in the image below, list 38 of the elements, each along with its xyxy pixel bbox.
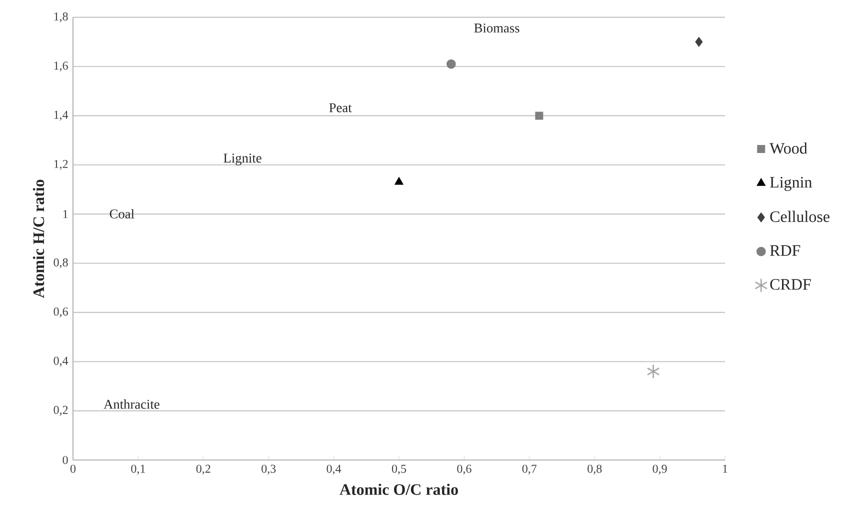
x-tick-label: 0,2 [196, 464, 210, 475]
legend-label: Wood [770, 142, 808, 154]
legend-label: Cellulose [770, 210, 830, 222]
point [646, 364, 660, 379]
annotation: Coal [110, 209, 134, 218]
legend-label: Lignin [770, 176, 812, 191]
y-tick-label: 0,6 [54, 308, 68, 318]
y-tick-label: 1,4 [54, 110, 68, 121]
x-tick-label: 0,1 [131, 464, 145, 475]
x-tick-label: 0,7 [522, 464, 537, 475]
x-tick-label: 0,8 [588, 464, 602, 475]
point [535, 112, 544, 120]
annotation: Biomass [474, 24, 520, 33]
y-tick-label: 0,8 [54, 258, 68, 268]
x-tick-label: 0,4 [326, 464, 342, 475]
point [394, 177, 404, 185]
point [695, 37, 703, 47]
y-tick-label: 1,6 [54, 62, 68, 72]
legend-label: RDF [770, 245, 800, 256]
y-tick-label: 1 [63, 210, 68, 218]
legend-label: CRDF [770, 279, 811, 290]
x-tick-label: 0,9 [652, 464, 667, 475]
y-tick-label: 1,2 [54, 160, 68, 170]
point [446, 59, 456, 69]
annotation: Anthracite [104, 399, 160, 409]
x-tick-label: 0,5 [392, 464, 406, 475]
y-tick-label: 0,2 [54, 406, 68, 416]
y-axis-title: Atomic H/C ratio [32, 180, 44, 298]
x-axis-title: Atomic O/C ratio [340, 484, 458, 495]
annotation: Lignite [224, 154, 262, 166]
x-tick-label: 0,6 [457, 464, 472, 475]
y-tick-label: 1,8 [54, 12, 68, 22]
annotation: Peat [329, 103, 352, 112]
x-tick-label: 1 [723, 464, 728, 473]
x-tick-label: 0 [70, 464, 76, 473]
y-tick-label: 0,4 [54, 356, 68, 367]
x-tick-label: 0,3 [262, 464, 276, 475]
y-tick-label: 0 [62, 456, 68, 464]
